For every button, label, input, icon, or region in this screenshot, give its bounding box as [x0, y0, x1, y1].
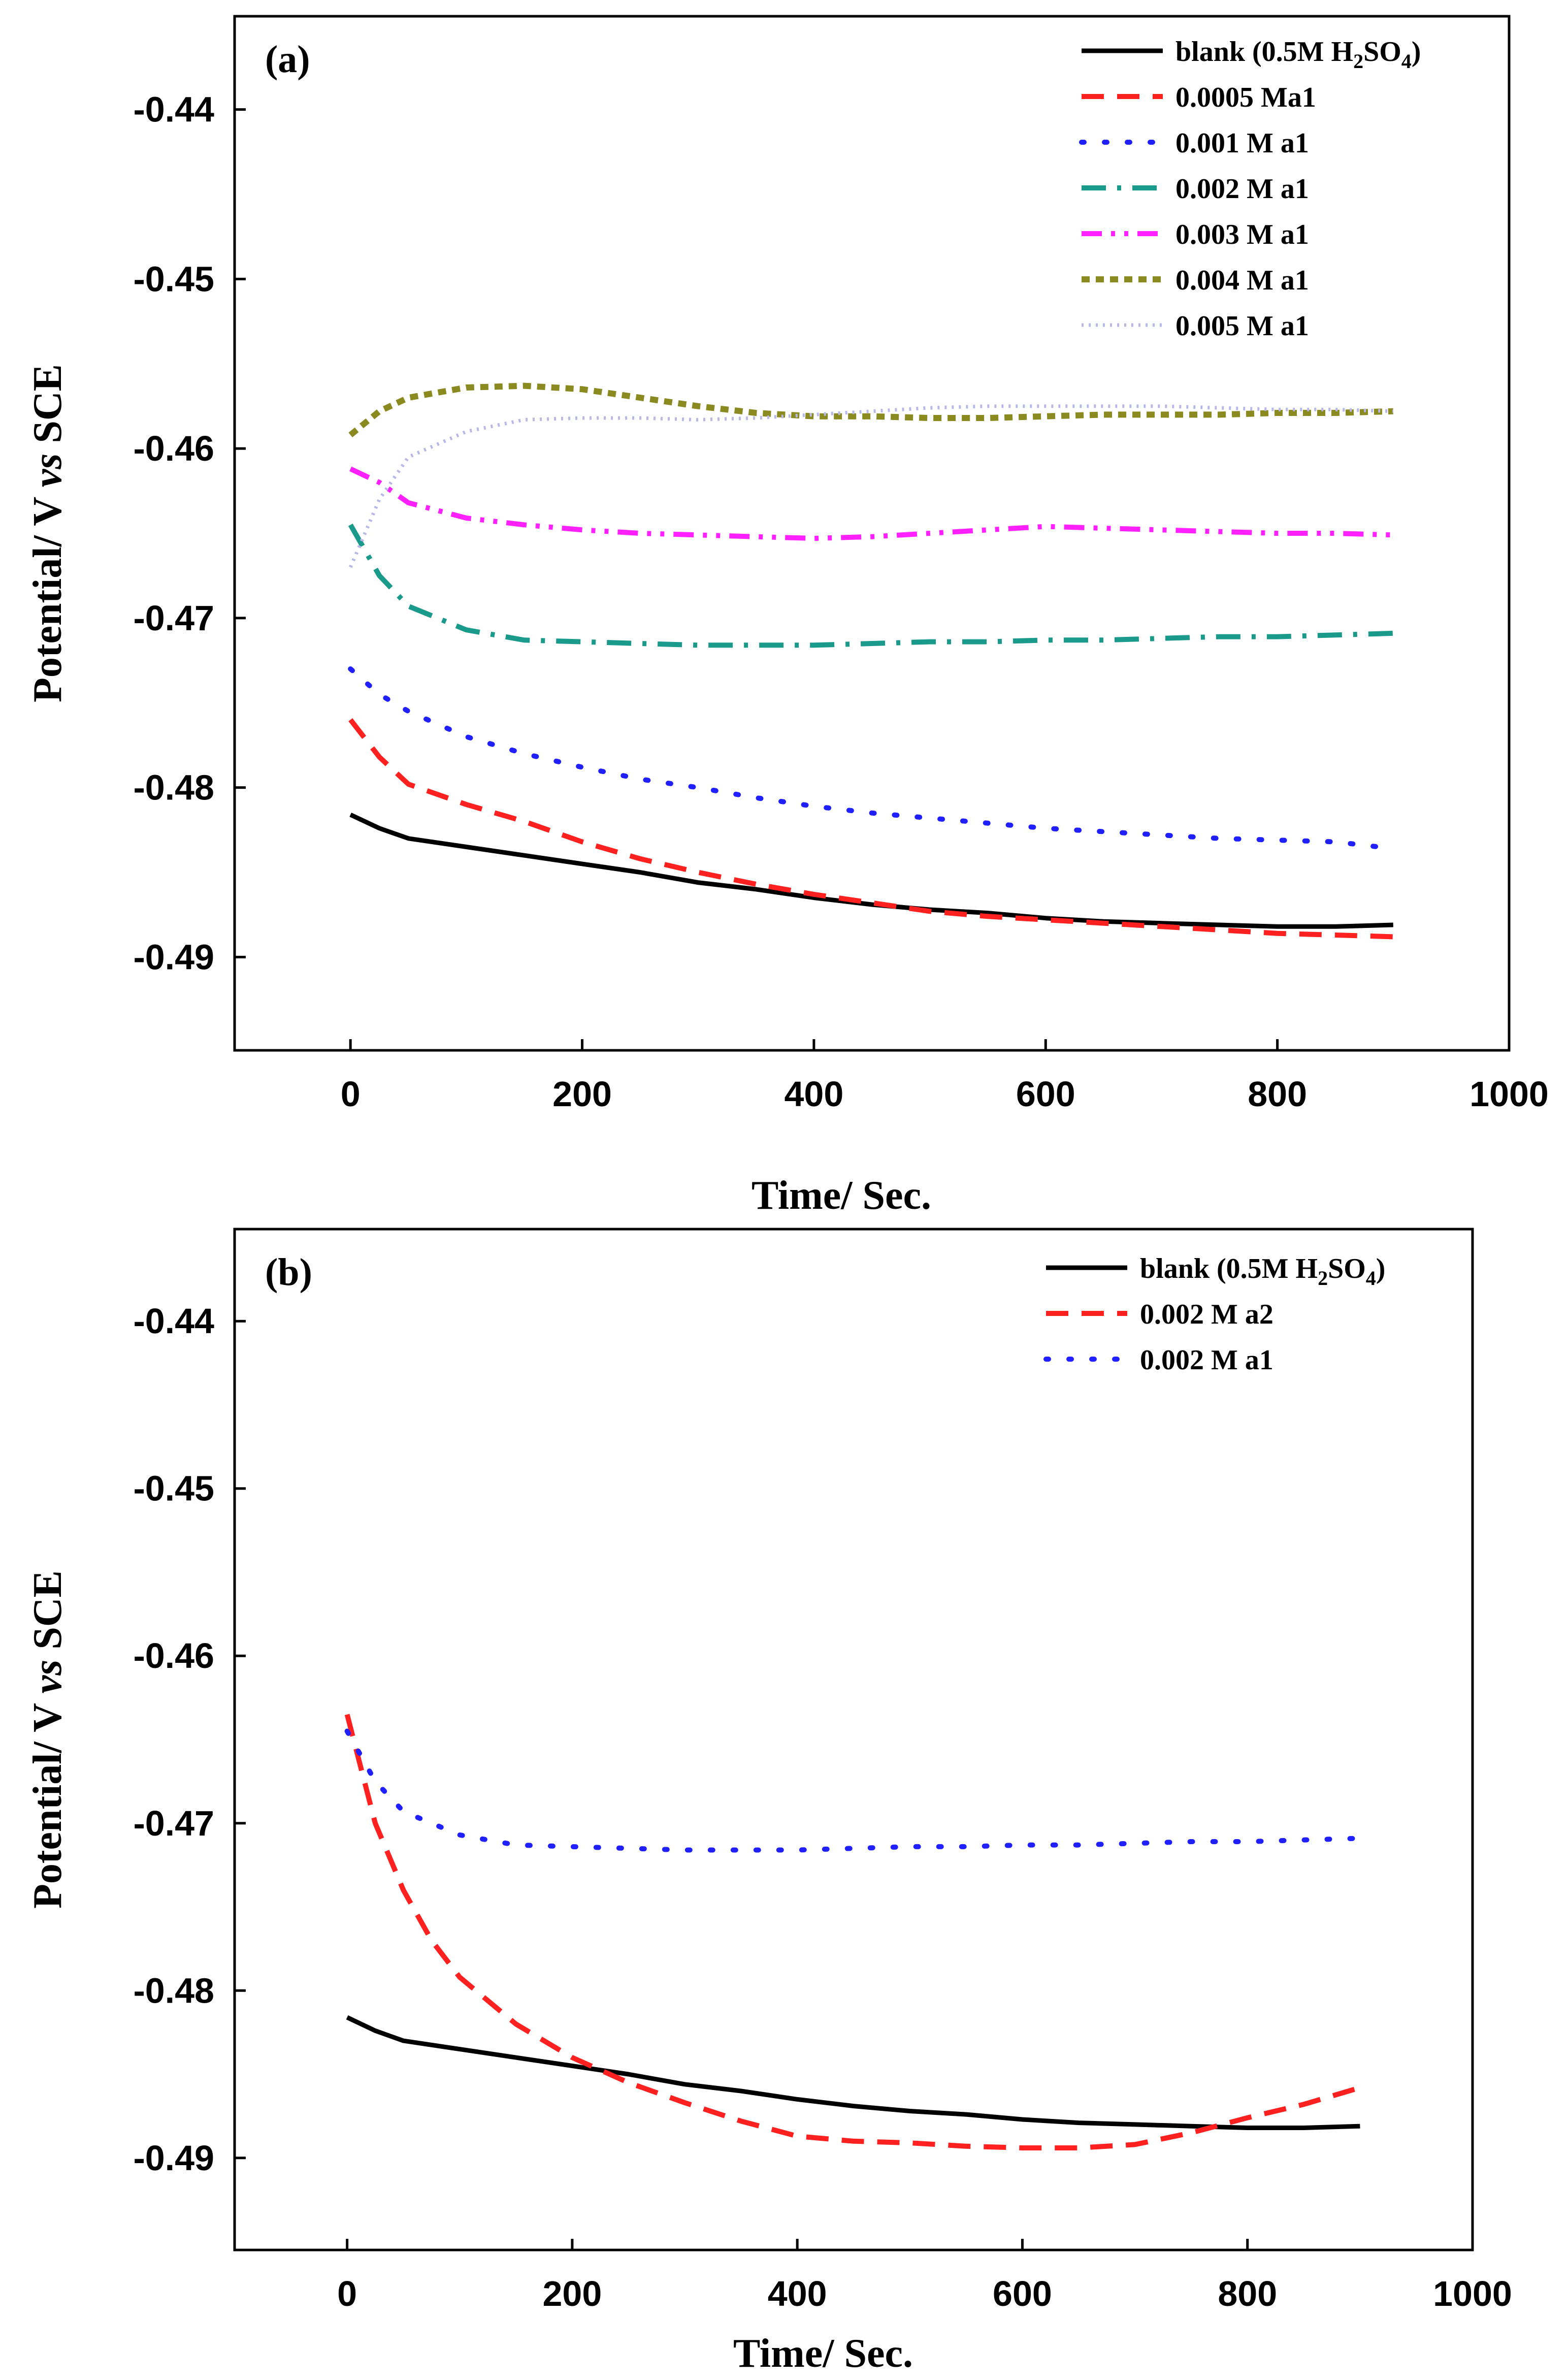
legend: blank (0.5M H2SO4) 0.0005 Ma1 0.001 M a1 0.… — [1079, 36, 1421, 342]
legend-label-2: 0.001 M a1 — [1175, 127, 1309, 159]
y-tick-label: -0.49 — [133, 2138, 214, 2178]
x-tick-label: 800 — [1248, 1074, 1307, 1114]
legend-label-3: 0.002 M a1 — [1175, 173, 1309, 205]
panel-label: (a) — [265, 38, 310, 81]
y-tick-label: -0.47 — [133, 1804, 214, 1843]
y-axis-title-part: vs — [25, 1660, 70, 1694]
y-tick-label: -0.47 — [133, 598, 214, 638]
legend-label-part: 4 — [1401, 50, 1412, 73]
x-tick-label: 1000 — [1469, 1074, 1549, 1114]
y-axis-title-part: Potential/ V — [25, 487, 70, 702]
series-line-4 — [349, 466, 1393, 541]
legend-label-4: 0.003 M a1 — [1175, 219, 1309, 250]
legend-label-part: blank (0.5M H — [1175, 36, 1353, 68]
y-tick-label: -0.48 — [133, 1971, 214, 2010]
legend-label-6: 0.005 M a1 — [1175, 310, 1309, 342]
legend-label-part: 4 — [1366, 1267, 1376, 1290]
series-line-0 — [346, 2015, 1360, 2130]
y-tick-label: -0.46 — [133, 1636, 214, 1676]
legend-label-part: 0.004 M a1 — [1175, 265, 1309, 296]
series-line-5 — [348, 382, 1393, 438]
x-tick-label: 400 — [768, 2274, 827, 2313]
legend-label-part: ) — [1412, 36, 1421, 68]
y-tick-label: -0.44 — [133, 90, 214, 130]
legend-label-part: 0.002 M a2 — [1140, 1299, 1273, 1330]
y-axis-title-part: SCE — [25, 364, 70, 454]
legend-label-part: 0.005 M a1 — [1175, 310, 1309, 342]
x-tick-label: 200 — [543, 2274, 602, 2313]
x-tick-label: 1000 — [1433, 2274, 1512, 2313]
x-tick-label: 600 — [1016, 1074, 1075, 1114]
legend-label-part: 2 — [1318, 1267, 1328, 1290]
panel-b: 0 200 400 600 800 1000 -0.44 -0.45 -0.46 -0.47 -0.… — [25, 1228, 1512, 2376]
legend-label-0: blank (0.5M H2SO4) — [1140, 1253, 1385, 1290]
series-line-1 — [344, 1714, 1361, 2150]
y-axis-title: Potential/ V vs SCE — [25, 1570, 70, 1909]
legend: blank (0.5M H2SO4) 0.002 M a2 0.002 M a1 — [1043, 1253, 1385, 1376]
legend-label-part: 0.003 M a1 — [1175, 219, 1309, 250]
x-axis-title: Time/ Sec. — [752, 1173, 931, 1218]
x-tick-label: 400 — [785, 1074, 844, 1114]
y-axis-title-part: vs — [25, 454, 70, 488]
series-line-1 — [348, 718, 1393, 940]
legend-label-part: ) — [1376, 1253, 1386, 1284]
series-line-2 — [344, 1728, 1363, 1853]
legend-label-5: 0.004 M a1 — [1175, 265, 1309, 296]
plot-frame — [233, 15, 1511, 1052]
x-tick-label: 800 — [1218, 2274, 1277, 2313]
legend-label-1: 0.002 M a2 — [1140, 1299, 1273, 1330]
legend-label-part: 0.002 M a1 — [1175, 173, 1309, 205]
legend-label-1: 0.0005 Ma1 — [1175, 82, 1316, 113]
legend-label-part: 2 — [1353, 50, 1363, 73]
x-tick-label: 200 — [552, 1074, 612, 1114]
y-tick-label: -0.45 — [133, 1469, 214, 1508]
x-tick-label: 0 — [337, 2274, 357, 2313]
y-tick-label: -0.48 — [133, 768, 214, 808]
legend-label-part: SO — [1363, 36, 1401, 68]
y-tick-label: -0.46 — [133, 429, 214, 468]
y-axis-title-part: Potential/ V — [25, 1693, 70, 1909]
x-axis-title: Time/ Sec. — [733, 2331, 913, 2376]
legend-label-part: blank (0.5M H — [1140, 1253, 1318, 1284]
legend-label-2: 0.002 M a1 — [1140, 1344, 1273, 1376]
y-tick-label: -0.44 — [133, 1301, 214, 1341]
legend-label-part: SO — [1328, 1253, 1366, 1284]
x-tick-label: 0 — [341, 1074, 361, 1114]
y-tick-label: -0.45 — [133, 259, 214, 299]
legend-label-part: 0.002 M a1 — [1140, 1344, 1273, 1376]
y-axis-title-part: SCE — [25, 1570, 70, 1660]
series-line-3 — [348, 523, 1393, 648]
panel-label: (b) — [265, 1251, 312, 1294]
legend-label-0: blank (0.5M H2SO4) — [1175, 36, 1421, 73]
plot-frame — [233, 1228, 1474, 2252]
legend-label-part: 0.0005 Ma1 — [1175, 82, 1316, 113]
legend-label-part: 0.001 M a1 — [1175, 127, 1309, 159]
x-tick-label: 600 — [993, 2274, 1052, 2313]
panel-a: 0 200 400 600 800 1000 -0.44 -0.45 -0.46 -0.47 -0.… — [25, 15, 1549, 1218]
y-tick-label: -0.49 — [133, 937, 214, 977]
y-axis-title: Potential/ V vs SCE — [25, 364, 70, 702]
